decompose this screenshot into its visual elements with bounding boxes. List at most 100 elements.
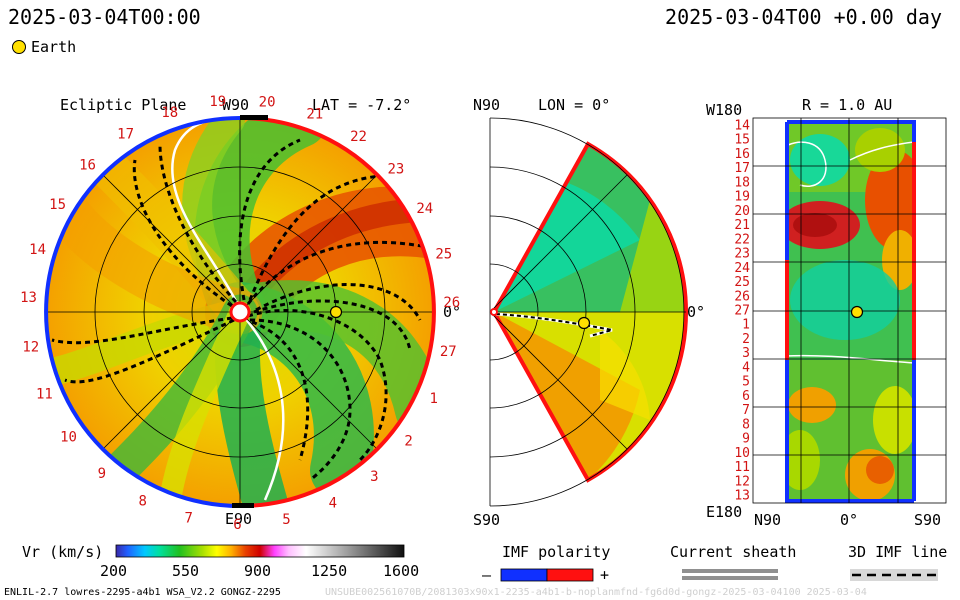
- row-number-18: 18: [734, 175, 750, 190]
- earth-panel-bottom-label: E180: [706, 503, 743, 521]
- ecliptic-lat-label: LAT = -7.2°: [312, 96, 412, 114]
- row-number-9: 9: [742, 432, 750, 447]
- earth-panel-n-label: N90: [754, 511, 782, 529]
- row-number-23: 23: [734, 247, 750, 262]
- ring-number-9: 9: [98, 466, 106, 482]
- colorbar-tick-200: 200: [100, 562, 128, 580]
- imf3d-swatch-bg: [850, 569, 938, 581]
- row-number-27: 27: [734, 304, 750, 319]
- row-number-19: 19: [734, 190, 750, 205]
- ecliptic-zero-label: 0°: [443, 303, 462, 321]
- row-number-15: 15: [734, 133, 750, 148]
- ring-number-13: 13: [20, 290, 37, 306]
- earth-panel-zero-label: 0°: [840, 511, 859, 529]
- ecliptic-w-label: W90: [222, 96, 250, 114]
- colorbar-label: Vr (km/s): [22, 543, 104, 561]
- earth-panel-earth-marker: [850, 305, 864, 319]
- ecliptic-title: Ecliptic Plane: [60, 96, 187, 114]
- colorbar: [115, 544, 405, 558]
- ecliptic-earth-marker: [329, 305, 343, 319]
- ring-number-7: 7: [184, 511, 192, 527]
- ring-number-6: 6: [233, 517, 241, 533]
- earth-panel-r-label: R = 1.0 AU: [802, 96, 893, 114]
- ring-number-15: 15: [49, 197, 66, 213]
- row-number-6: 6: [742, 389, 750, 404]
- earth-surface-plot: 1415161718192021222324252627123456789101…: [734, 117, 947, 504]
- ecliptic-ring-numbers: 19 20212223242526271234567891011121314151…: [20, 94, 460, 533]
- row-number-24: 24: [734, 261, 750, 276]
- earth-panel-s-label: S90: [914, 511, 942, 529]
- ring-number-5: 5: [282, 512, 290, 528]
- meridional-s-label: S90: [473, 511, 501, 529]
- earth-legend-label: Earth: [31, 38, 77, 56]
- row-number-8: 8: [742, 417, 750, 432]
- ring-number-14: 14: [29, 242, 46, 258]
- imf-minus-swatch: [500, 568, 548, 582]
- ring-number-2: 2: [404, 434, 412, 450]
- ring-number-21: 21: [306, 107, 323, 123]
- row-number-17: 17: [734, 161, 750, 176]
- colorbar-tick-900: 900: [244, 562, 272, 580]
- row-number-16: 16: [734, 147, 750, 162]
- ring-number-26: 26: [443, 295, 460, 311]
- earth-panel-top-label: W180: [706, 101, 743, 119]
- ring-number-25: 25: [435, 247, 452, 263]
- row-number-10: 10: [734, 446, 750, 461]
- ring-number-27: 27: [440, 344, 457, 360]
- ring-number-11: 11: [36, 387, 53, 403]
- row-number-21: 21: [734, 218, 750, 233]
- row-number-1: 1: [742, 318, 750, 333]
- meridional-zero-label: 0°: [687, 303, 706, 321]
- current-sheath-swatch-2: [682, 576, 778, 580]
- ecliptic-e-label: E90: [225, 510, 253, 528]
- row-number-25: 25: [734, 275, 750, 290]
- imf-plus-swatch: [546, 568, 594, 582]
- earth-panel-row-numbers: 1415161718192021222324252627123456789101…: [734, 119, 750, 504]
- ring-number-24: 24: [416, 201, 433, 217]
- ring-number-18: 18: [161, 105, 178, 121]
- ring-number-19: 19: [209, 94, 226, 110]
- row-number-11: 11: [734, 460, 750, 475]
- footer-right: UNSUBE002561070B/2081303x90x1-2235-a4b1-…: [325, 587, 867, 598]
- ring-number-23: 23: [387, 161, 404, 177]
- row-number-20: 20: [734, 204, 750, 219]
- row-number-12: 12: [734, 474, 750, 489]
- colorbar-tick-1250: 1250: [311, 562, 348, 580]
- current-sheath-swatch-1: [682, 569, 778, 573]
- meridional-n-label: N90: [473, 96, 501, 114]
- ring-number-8: 8: [138, 493, 146, 509]
- colorbar-tick-1600: 1600: [383, 562, 420, 580]
- row-number-3: 3: [742, 346, 750, 361]
- row-number-22: 22: [734, 232, 750, 247]
- imf-minus-label: –: [482, 566, 492, 584]
- meridional-lon-label: LON = 0°: [538, 96, 611, 114]
- ring-number-20: 20: [259, 95, 276, 111]
- row-number-2: 2: [742, 332, 750, 347]
- row-number-26: 26: [734, 289, 750, 304]
- ring-number-22: 22: [350, 129, 367, 145]
- row-number-5: 5: [742, 375, 750, 390]
- right-timestamp: 2025-03-04T00 +0.00 day: [665, 5, 942, 29]
- ring-number-16: 16: [79, 158, 96, 174]
- footer-left: ENLIL-2.7 lowres-2295-a4b1 WSA_V2.2 GONG…: [4, 587, 281, 598]
- ring-number-12: 12: [22, 339, 39, 355]
- meridional-earth-marker: [577, 316, 591, 330]
- earth-legend-icon: [12, 40, 26, 54]
- current-sheath-title: Current sheath: [670, 543, 797, 561]
- colorbar-tick-550: 550: [172, 562, 200, 580]
- ring-number-1: 1: [429, 391, 437, 407]
- imf-plus-label: +: [600, 566, 610, 584]
- ring-number-4: 4: [329, 496, 337, 512]
- imf-polarity-title: IMF polarity: [502, 543, 611, 561]
- ring-number-17: 17: [117, 127, 134, 143]
- meridional-plane-plot: [489, 117, 688, 507]
- imf3d-title: 3D IMF line: [848, 543, 948, 561]
- ring-number-10: 10: [60, 430, 77, 446]
- ring-number-3: 3: [370, 469, 378, 485]
- row-number-4: 4: [742, 360, 750, 375]
- row-number-7: 7: [742, 403, 750, 418]
- ecliptic-plane-plot: 19 20212223242526271234567891011121314151…: [20, 94, 460, 533]
- left-timestamp: 2025-03-04T00:00: [8, 5, 201, 29]
